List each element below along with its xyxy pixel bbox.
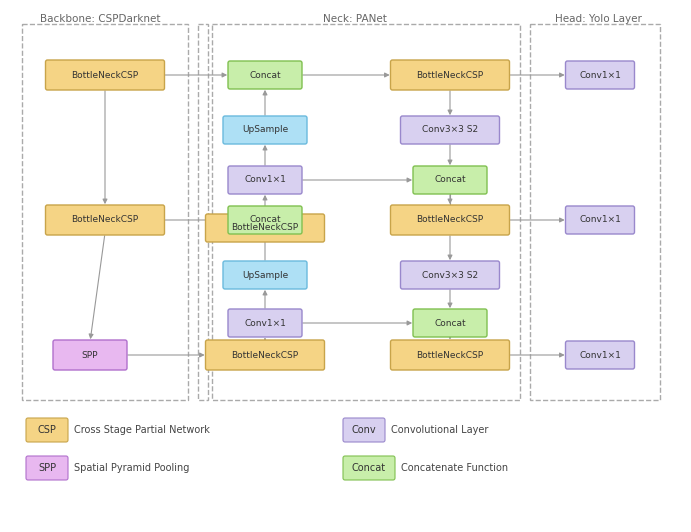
FancyBboxPatch shape (205, 340, 325, 370)
Text: Cross Stage Partial Network: Cross Stage Partial Network (74, 425, 210, 435)
Text: SPP: SPP (38, 463, 56, 473)
Text: Conv3×3 S2: Conv3×3 S2 (422, 270, 478, 279)
FancyBboxPatch shape (565, 341, 634, 369)
Text: BottleNeckCSP: BottleNeckCSP (417, 71, 484, 79)
FancyBboxPatch shape (565, 61, 634, 89)
FancyBboxPatch shape (228, 309, 302, 337)
FancyBboxPatch shape (228, 206, 302, 234)
Text: SPP: SPP (82, 351, 98, 360)
FancyBboxPatch shape (401, 116, 500, 144)
Text: UpSample: UpSample (242, 270, 288, 279)
Text: Concat: Concat (249, 215, 281, 225)
FancyBboxPatch shape (46, 60, 164, 90)
FancyBboxPatch shape (413, 166, 487, 194)
Text: Backbone: CSPDarknet: Backbone: CSPDarknet (40, 14, 160, 24)
Text: BottleNeckCSP: BottleNeckCSP (71, 71, 139, 79)
Bar (22, 24, 188, 400)
Bar (198, 24, 208, 400)
Text: Concat: Concat (352, 463, 386, 473)
FancyBboxPatch shape (390, 205, 509, 235)
Text: Head: Yolo Layer: Head: Yolo Layer (555, 14, 641, 24)
Text: Concat: Concat (434, 319, 466, 328)
FancyBboxPatch shape (565, 206, 634, 234)
FancyBboxPatch shape (390, 60, 509, 90)
FancyBboxPatch shape (228, 61, 302, 89)
FancyBboxPatch shape (413, 309, 487, 337)
Text: Conv1×1: Conv1×1 (244, 176, 286, 185)
FancyBboxPatch shape (228, 166, 302, 194)
FancyBboxPatch shape (205, 214, 325, 242)
FancyBboxPatch shape (223, 116, 307, 144)
Text: BottleNeckCSP: BottleNeckCSP (417, 215, 484, 225)
Text: Concatenate Function: Concatenate Function (401, 463, 508, 473)
Text: UpSample: UpSample (242, 126, 288, 135)
FancyBboxPatch shape (343, 456, 395, 480)
FancyBboxPatch shape (53, 340, 127, 370)
Text: CSP: CSP (37, 425, 57, 435)
Text: BottleNeckCSP: BottleNeckCSP (417, 351, 484, 360)
FancyBboxPatch shape (26, 456, 68, 480)
Text: BottleNeckCSP: BottleNeckCSP (231, 351, 299, 360)
FancyBboxPatch shape (401, 261, 500, 289)
Text: Concat: Concat (434, 176, 466, 185)
Text: Conv1×1: Conv1×1 (244, 319, 286, 328)
Text: Neck: PANet: Neck: PANet (323, 14, 387, 24)
Text: Spatial Pyramid Pooling: Spatial Pyramid Pooling (74, 463, 189, 473)
Text: BottleNeckCSP: BottleNeckCSP (231, 223, 299, 232)
Text: Conv3×3 S2: Conv3×3 S2 (422, 126, 478, 135)
Bar (212, 24, 520, 400)
Text: BottleNeckCSP: BottleNeckCSP (71, 215, 139, 225)
Text: Conv1×1: Conv1×1 (579, 215, 621, 225)
Text: Concat: Concat (249, 71, 281, 79)
FancyBboxPatch shape (390, 340, 509, 370)
Text: Conv: Conv (352, 425, 377, 435)
FancyBboxPatch shape (343, 418, 385, 442)
Text: Convolutional Layer: Convolutional Layer (391, 425, 489, 435)
Text: Conv1×1: Conv1×1 (579, 351, 621, 360)
Text: Conv1×1: Conv1×1 (579, 71, 621, 79)
FancyBboxPatch shape (26, 418, 68, 442)
FancyBboxPatch shape (46, 205, 164, 235)
FancyBboxPatch shape (223, 261, 307, 289)
Bar (530, 24, 660, 400)
